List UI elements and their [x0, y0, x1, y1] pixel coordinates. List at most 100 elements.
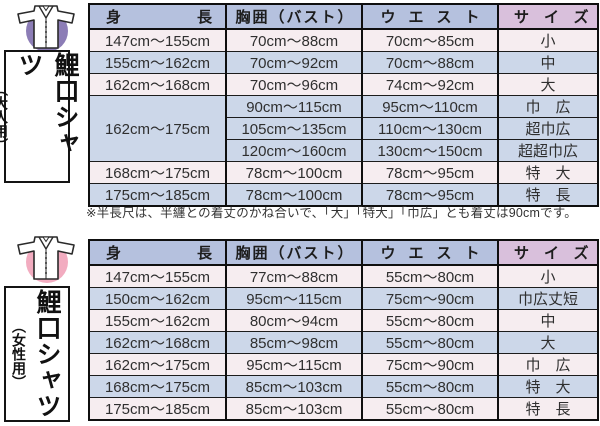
- cell-height: 147cm〜155cm: [88, 28, 227, 52]
- cell-height: 162cm〜175cm: [88, 353, 227, 376]
- cell-size: 特 大: [497, 161, 599, 184]
- shirt-buttons: [45, 252, 47, 274]
- cell-height: 168cm〜175cm: [88, 161, 227, 184]
- cell-waist: 55cm〜80cm: [361, 309, 499, 332]
- women-shirt-badge: [9, 233, 83, 285]
- header-height: 身長: [88, 239, 227, 266]
- cell-chest: 95cm〜115cm: [225, 287, 363, 310]
- cell-chest: 70cm〜88cm: [225, 28, 363, 52]
- shirt-buttons: [45, 21, 47, 43]
- adult-shirt-badge: [9, 2, 83, 54]
- table-row: 162cm〜175cm 95cm〜115cm 75cm〜90cm 巾 広: [88, 353, 599, 376]
- cell-waist: 110cm〜130cm: [361, 117, 499, 140]
- cell-waist: 78cm〜95cm: [361, 161, 499, 184]
- header-chest: 胸囲（バスト）: [225, 3, 363, 30]
- cell-height: 147cm〜155cm: [88, 264, 227, 288]
- header-chest: 胸囲（バスト）: [225, 239, 363, 266]
- cell-waist: 74cm〜92cm: [361, 73, 499, 96]
- cell-height: 162cm〜168cm: [88, 73, 227, 96]
- cell-waist: 130cm〜150cm: [361, 139, 499, 162]
- cell-waist: 95cm〜110cm: [361, 95, 499, 118]
- adult-label-title: 鯉口シャツ: [15, 52, 79, 156]
- cell-chest: 80cm〜94cm: [225, 309, 363, 332]
- cell-chest: 95cm〜115cm: [225, 353, 363, 376]
- women-label-subtitle: （女性用）: [11, 319, 27, 389]
- table-row: 175cm〜185cm 78cm〜100cm 78cm〜95cm 特 長: [88, 183, 599, 207]
- cell-chest: 85cm〜103cm: [225, 397, 363, 421]
- cell-size: 小: [497, 264, 599, 288]
- cell-chest: 85cm〜103cm: [225, 375, 363, 398]
- adult-label-box: 鯉口シャツ （大人用）: [0, 50, 79, 183]
- cell-waist: 70cm〜88cm: [361, 51, 499, 74]
- cell-height: 150cm〜162cm: [88, 287, 227, 310]
- cell-size: 巾 広: [497, 95, 599, 118]
- cell-waist: 75cm〜90cm: [361, 287, 499, 310]
- women-size-table: 身長 胸囲（バスト） ウエスト サイズ 147cm〜155cm 77cm〜88c…: [88, 239, 599, 421]
- women-label-box: 鯉口シャツ （女性用）: [4, 286, 70, 422]
- table-row: 147cm〜155cm 77cm〜88cm 55cm〜80cm 小: [88, 264, 599, 288]
- cell-size: 巾 広: [497, 353, 599, 376]
- cell-size: 超巾広: [497, 117, 599, 140]
- cell-size: 特 長: [497, 183, 599, 207]
- cell-waist: 55cm〜80cm: [361, 375, 499, 398]
- cell-chest: 105cm〜135cm: [225, 117, 363, 140]
- adult-size-table: 身長 胸囲（バスト） ウエスト サイズ 147cm〜155cm 70cm〜88c…: [88, 3, 599, 207]
- cell-chest: 77cm〜88cm: [225, 264, 363, 288]
- header-height: 身長: [88, 3, 227, 30]
- cell-height: 175cm〜185cm: [88, 183, 227, 207]
- table-row: 105cm〜135cm 110cm〜130cm 超巾広: [89, 117, 599, 140]
- table-row: 162cm〜168cm 85cm〜98cm 55cm〜80cm 大: [88, 331, 599, 354]
- cell-chest: 78cm〜100cm: [225, 183, 363, 207]
- header-waist: ウエスト: [361, 239, 499, 266]
- table-row: 162cm〜175cm 90cm〜115cm 95cm〜110cm 巾 広: [88, 95, 599, 162]
- header-waist: ウエスト: [361, 3, 499, 30]
- cell-waist: 55cm〜80cm: [361, 331, 499, 354]
- table-row: 175cm〜185cm 85cm〜103cm 55cm〜80cm 特 長: [88, 397, 599, 421]
- table-row: 155cm〜162cm 70cm〜92cm 70cm〜88cm 中: [88, 51, 599, 74]
- cell-height: 175cm〜185cm: [88, 397, 227, 421]
- header-size: サイズ: [497, 239, 599, 266]
- table-row: 168cm〜175cm 85cm〜103cm 55cm〜80cm 特 大: [88, 375, 599, 398]
- cell-waist: 55cm〜80cm: [361, 264, 499, 288]
- cell-size: 小: [497, 28, 599, 52]
- cell-waist: 55cm〜80cm: [361, 397, 499, 421]
- cell-height-merged: 162cm〜175cm: [88, 95, 227, 162]
- cell-chest: 78cm〜100cm: [225, 161, 363, 184]
- collar-notch: [42, 236, 50, 243]
- cell-size: 特 長: [497, 397, 599, 421]
- women-header-row: 身長 胸囲（バスト） ウエスト サイズ: [88, 239, 599, 266]
- collar-notch: [42, 5, 50, 12]
- adult-label-subtitle: （大人用）: [0, 81, 9, 152]
- size-footnote: ※半長尺は、半纏との着丈のかね合いで、「大」「特大」「巾広」とも着丈は90cmで…: [86, 205, 577, 220]
- cell-chest: 90cm〜115cm: [225, 95, 363, 118]
- koikuchi-shirt-icon: [17, 5, 75, 52]
- cell-waist: 70cm〜85cm: [361, 28, 499, 52]
- cell-size: 特 大: [497, 375, 599, 398]
- cell-height: 155cm〜162cm: [88, 51, 227, 74]
- table-row: 155cm〜162cm 80cm〜94cm 55cm〜80cm 中: [88, 309, 599, 332]
- header-size: サイズ: [497, 3, 599, 30]
- cell-height: 155cm〜162cm: [88, 309, 227, 332]
- cell-size: 中: [497, 51, 599, 74]
- cell-height: 162cm〜168cm: [88, 331, 227, 354]
- cell-waist: 75cm〜90cm: [361, 353, 499, 376]
- cell-chest: 85cm〜98cm: [225, 331, 363, 354]
- cell-size: 大: [497, 331, 599, 354]
- cell-size: 超超巾広: [497, 139, 599, 162]
- cell-chest: 70cm〜92cm: [225, 51, 363, 74]
- women-label-title: 鯉口シャツ: [33, 289, 61, 419]
- cell-size: 大: [497, 73, 599, 96]
- cell-waist: 78cm〜95cm: [361, 183, 499, 207]
- cell-height: 168cm〜175cm: [88, 375, 227, 398]
- koikuchi-shirt-icon: [17, 236, 75, 283]
- adult-header-row: 身長 胸囲（バスト） ウエスト サイズ: [88, 3, 599, 30]
- table-row: 168cm〜175cm 78cm〜100cm 78cm〜95cm 特 大: [88, 161, 599, 184]
- cell-size: 中: [497, 309, 599, 332]
- cell-chest: 120cm〜160cm: [225, 139, 363, 162]
- table-row: 120cm〜160cm 130cm〜150cm 超超巾広: [89, 139, 599, 162]
- cell-size: 巾広丈短: [497, 287, 599, 310]
- table-row: 147cm〜155cm 70cm〜88cm 70cm〜85cm 小: [88, 28, 599, 52]
- table-row: 150cm〜162cm 95cm〜115cm 75cm〜90cm 巾広丈短: [88, 287, 599, 310]
- cell-chest: 70cm〜96cm: [225, 73, 363, 96]
